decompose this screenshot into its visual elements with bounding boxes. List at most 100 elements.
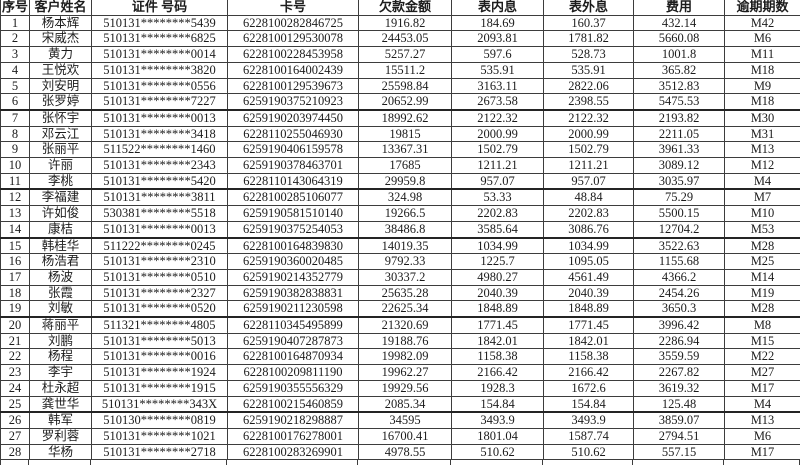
cell-customer-name: 刘安明 [29,77,92,95]
cell-seq: 26 [0,411,30,429]
cell-overdue-periods: M4 [724,172,800,190]
cell-card-number: 6259190355556329 [227,379,359,397]
cell-card-number: 6259190406159578 [227,141,359,159]
cell-debt-amount: 18992.62 [358,108,452,127]
table-row: 9 张丽平 511522********1460 6259190406159578 13… [0,141,800,159]
table-row: 6 张罗婷 510131********7227 6259190375210923 20… [0,93,800,111]
cell-overdue-periods: M31 [724,125,800,143]
cell-overdue-periods: M8 [724,316,800,334]
gridline-stub [91,460,227,466]
cell-overdue-periods: M13 [724,141,800,159]
cell-overdue-periods: M53 [724,220,800,239]
cell-customer-name: 黄力 [29,46,92,63]
cell-interest-on-balance: 2166.42 [451,364,544,381]
cell-seq: 14 [0,220,30,239]
cell-debt-amount: 14019.35 [358,236,452,255]
cell-debt-amount: 16700.41 [358,427,452,445]
cell-interest-off-balance: 1771.45 [543,316,634,334]
cell-customer-name: 许如俊 [29,205,92,222]
cell-fee: 5500.15 [633,205,725,222]
cell-card-number: 6259190214352779 [227,268,359,286]
cell-debt-amount: 1916.82 [358,14,452,32]
cell-debt-amount: 25635.28 [358,284,452,302]
cell-id-number: 510131********0013 [91,220,228,239]
cell-fee: 3961.33 [633,141,725,159]
cell-card-number: 6259190218298887 [227,411,359,429]
cell-interest-off-balance: 2202.83 [543,205,634,222]
cell-debt-amount: 19929.56 [358,379,452,397]
table-row: 20 蒋丽平 511321********4805 6228110345495899 2… [0,316,800,334]
cell-interest-on-balance: 3163.11 [451,77,544,95]
cell-overdue-periods: M12 [724,157,800,174]
cell-card-number: 6228100129530078 [227,30,359,48]
column-header-fee: 费用 [633,0,725,16]
cell-debt-amount: 19815 [358,125,452,143]
cell-id-number: 511321********4805 [91,316,228,334]
cell-card-number: 6259190203974450 [227,108,359,127]
cell-id-number: 511222********0245 [91,236,228,255]
cell-interest-on-balance: 597.6 [451,46,544,63]
table-row: 23 李宇 510131********1924 6228100209811190 19… [0,364,800,381]
cell-interest-on-balance: 184.69 [451,14,544,32]
cell-fee: 2211.05 [633,125,725,143]
cell-fee: 3089.12 [633,157,725,174]
table-row: 25 龚世华 510131********343X 6228100215460859 2… [0,395,800,413]
cell-card-number: 6228110143064319 [227,172,359,190]
cell-card-number: 6228100285106077 [227,188,359,207]
cell-customer-name: 刘敏 [29,300,92,318]
cell-debt-amount: 2085.34 [358,395,452,413]
cell-interest-off-balance: 1672.6 [543,379,634,397]
cell-seq: 6 [0,93,30,111]
cell-customer-name: 张怀宇 [29,108,92,127]
cell-fee: 5475.53 [633,93,725,111]
cell-debt-amount: 25598.84 [358,77,452,95]
cell-customer-name: 韩军 [29,411,92,429]
table-row: 24 杜永超 510131********1915 6259190355556329 1… [0,379,800,397]
cell-fee: 2454.26 [633,284,725,302]
cell-id-number: 510131********343X [91,395,228,413]
cell-customer-name: 华杨 [29,443,92,461]
cell-seq: 23 [0,364,30,381]
table-row: 14 康桔 510131********0013 6259190375254053 38… [0,220,800,239]
table-row: 8 邓云江 510131********3418 6228110255046930 19… [0,125,800,143]
cell-id-number: 510131********2327 [91,284,228,302]
cell-interest-on-balance: 1928.3 [451,379,544,397]
cell-card-number: 6228110255046930 [227,125,359,143]
cell-interest-on-balance: 535.91 [451,61,544,79]
cell-fee: 1155.68 [633,253,725,270]
cell-customer-name: 张罗婷 [29,93,92,111]
cell-debt-amount: 21320.69 [358,316,452,334]
cell-interest-on-balance: 2202.83 [451,205,544,222]
cell-interest-on-balance: 957.07 [451,172,544,190]
cell-overdue-periods: M14 [724,268,800,286]
cell-interest-off-balance: 1842.01 [543,332,634,350]
cell-card-number: 6228100164839830 [227,236,359,255]
cell-interest-off-balance: 510.62 [543,443,634,461]
gridline-stub [29,460,91,466]
cell-fee: 2267.82 [633,364,725,381]
cell-interest-on-balance: 1211.21 [451,157,544,174]
cell-interest-off-balance: 1587.74 [543,427,634,445]
cell-card-number: 6228100176278001 [227,427,359,445]
cell-overdue-periods: M17 [724,443,800,461]
cell-card-number: 6259190375254053 [227,220,359,239]
cell-card-number: 6259190211230598 [227,300,359,318]
cell-id-number: 530381********5518 [91,205,228,222]
cell-fee: 2794.51 [633,427,725,445]
cell-customer-name: 罗利蓉 [29,427,92,445]
cell-debt-amount: 22625.34 [358,300,452,318]
cell-fee: 3859.07 [633,411,725,429]
cell-seq: 19 [0,300,30,318]
cell-overdue-periods: M15 [724,332,800,350]
cell-id-number: 510131********2310 [91,253,228,270]
cell-debt-amount: 34595 [358,411,452,429]
cell-interest-on-balance: 1848.89 [451,300,544,318]
cell-interest-off-balance: 528.73 [543,46,634,63]
cell-overdue-periods: M30 [724,108,800,127]
cell-interest-off-balance: 1848.89 [543,300,634,318]
cell-interest-on-balance: 2000.99 [451,125,544,143]
cell-id-number: 510131********3418 [91,125,228,143]
table-row: 27 罗利蓉 510131********1021 6228100176278001 1… [0,427,800,445]
cell-overdue-periods: M22 [724,348,800,366]
cell-customer-name: 张丽平 [29,141,92,159]
